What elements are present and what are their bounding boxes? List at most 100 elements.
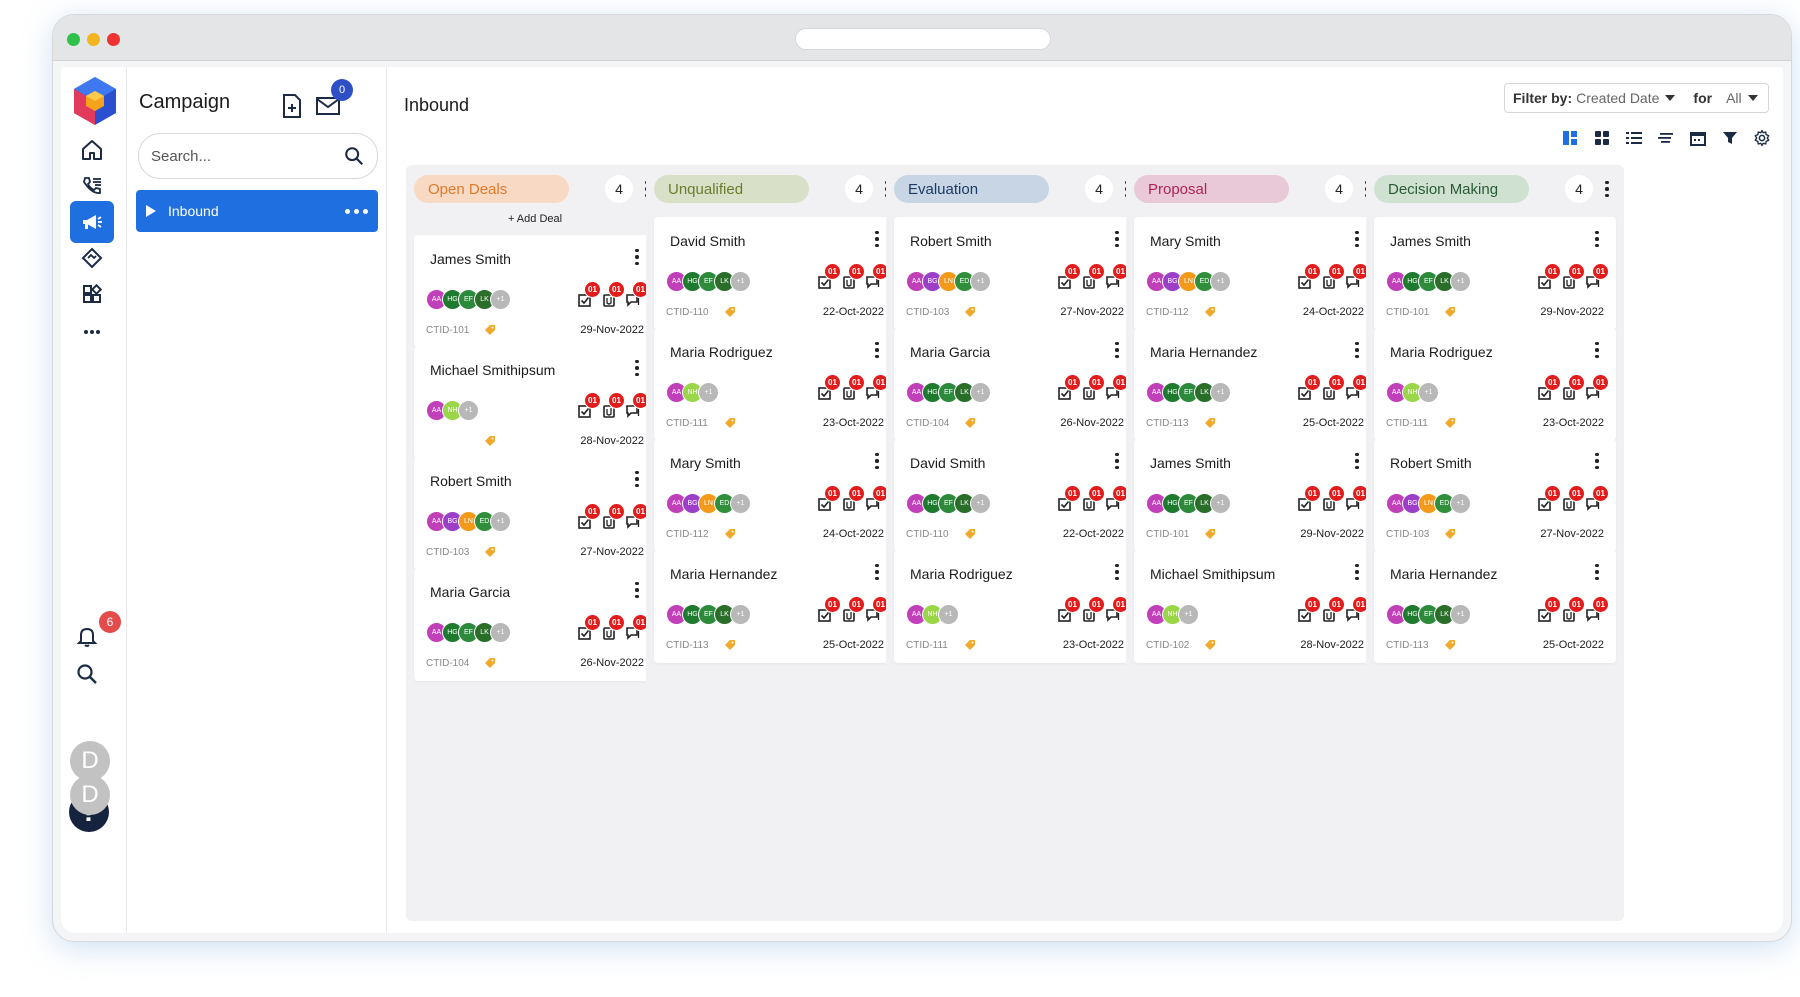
tasks-icon[interactable]: 01 — [1538, 374, 1561, 401]
tag-icon[interactable] — [484, 323, 496, 341]
tasks-icon[interactable]: 01 — [1058, 374, 1081, 401]
card-menu-icon[interactable] — [630, 247, 644, 267]
tasks-icon[interactable]: 01 — [578, 614, 601, 641]
more-options-icon[interactable] — [345, 208, 368, 214]
deal-card[interactable]: Robert Smith AA BG LN ED +1 01 01 01 CTID-103 27-N… — [414, 457, 656, 570]
card-menu-icon[interactable] — [1590, 562, 1604, 582]
tag-icon[interactable] — [1444, 527, 1456, 545]
comments-icon[interactable]: 01 — [1106, 596, 1129, 623]
deal-card[interactable]: James Smith AA HG EF LK +1 01 01 01 CTID-101 29-No… — [1134, 439, 1376, 552]
tag-icon[interactable] — [964, 305, 976, 323]
deal-card[interactable]: Maria Rodriguez AA NH +1 01 01 01 CTID-111 23-Oc… — [1374, 328, 1616, 441]
tag-icon[interactable] — [484, 656, 496, 674]
tasks-icon[interactable]: 01 — [578, 281, 601, 308]
attachments-icon[interactable]: 01 — [1322, 596, 1345, 623]
card-menu-icon[interactable] — [630, 358, 644, 378]
card-menu-icon[interactable] — [1110, 451, 1124, 471]
tasks-icon[interactable]: 01 — [1298, 374, 1321, 401]
filter-dropdown[interactable]: Filter by: Created Date for All — [1504, 83, 1769, 113]
tag-icon[interactable] — [1444, 416, 1456, 434]
comments-icon[interactable]: 01 — [626, 614, 649, 641]
comments-icon[interactable]: 01 — [866, 485, 889, 512]
attachments-icon[interactable]: 01 — [602, 392, 625, 419]
tag-icon[interactable] — [964, 527, 976, 545]
comments-icon[interactable]: 01 — [1346, 263, 1369, 290]
comments-icon[interactable]: 01 — [626, 392, 649, 419]
comments-icon[interactable]: 01 — [1586, 263, 1609, 290]
attachments-icon[interactable]: 01 — [1082, 485, 1105, 512]
comments-icon[interactable]: 01 — [1346, 485, 1369, 512]
tasks-icon[interactable]: 01 — [1298, 263, 1321, 290]
attachments-icon[interactable]: 01 — [1082, 374, 1105, 401]
card-menu-icon[interactable] — [1110, 340, 1124, 360]
attachments-icon[interactable]: 01 — [1322, 374, 1345, 401]
tag-icon[interactable] — [964, 638, 976, 656]
address-bar[interactable] — [795, 28, 1051, 50]
comments-icon[interactable]: 01 — [626, 503, 649, 530]
global-search-button[interactable] — [65, 653, 109, 695]
card-menu-icon[interactable] — [1590, 451, 1604, 471]
card-menu-icon[interactable] — [1350, 451, 1364, 471]
comments-icon[interactable]: 01 — [1106, 485, 1129, 512]
attachments-icon[interactable]: 01 — [842, 485, 865, 512]
deal-card[interactable]: Maria Garcia AA HG EF LK +1 01 01 01 CTID-104 26-N… — [414, 568, 656, 681]
comments-icon[interactable]: 01 — [1346, 374, 1369, 401]
card-menu-icon[interactable] — [1590, 229, 1604, 249]
deal-card[interactable]: Robert Smith AA BG LN ED +1 01 01 01 CTID-103 27-N… — [1374, 439, 1616, 552]
tasks-icon[interactable]: 01 — [1538, 485, 1561, 512]
user-avatar-2[interactable]: D — [70, 775, 110, 815]
deal-card[interactable]: James Smith AA HG EF LK +1 01 01 01 CTID-101 29-No… — [414, 235, 656, 348]
attachments-icon[interactable]: 01 — [602, 614, 625, 641]
search-input[interactable] — [151, 134, 331, 178]
add-deal-button[interactable]: + Add Deal — [507, 213, 563, 225]
deal-card[interactable]: Maria Hernandez AA HG EF LK +1 01 01 01 CTID-113 2… — [654, 550, 896, 663]
window-maximize-button[interactable] — [67, 33, 80, 46]
column-menu-icon[interactable] — [1600, 179, 1614, 199]
deal-card[interactable]: Maria Hernandez AA HG EF LK +1 01 01 01 CTID-113 2… — [1134, 328, 1376, 441]
tasks-icon[interactable]: 01 — [818, 596, 841, 623]
settings-gear-icon[interactable] — [1751, 127, 1773, 149]
user-avatar-1[interactable]: D — [70, 741, 110, 781]
card-menu-icon[interactable] — [1110, 562, 1124, 582]
attachments-icon[interactable]: 01 — [1082, 263, 1105, 290]
deal-card[interactable]: Maria Hernandez AA HG EF LK +1 01 01 01 CTID-113 2… — [1374, 550, 1616, 663]
list-view-icon[interactable] — [1623, 127, 1645, 149]
deal-card[interactable]: Mary Smith AA BG LN ED +1 01 01 01 CTID-112 24-Oct… — [1134, 217, 1376, 330]
card-menu-icon[interactable] — [870, 340, 884, 360]
tasks-icon[interactable]: 01 — [578, 503, 601, 530]
tag-icon[interactable] — [1444, 305, 1456, 323]
attachments-icon[interactable]: 01 — [1322, 485, 1345, 512]
kanban-view-icon[interactable] — [1559, 127, 1581, 149]
deals-nav-button[interactable] — [70, 237, 114, 279]
attachments-icon[interactable]: 01 — [1082, 596, 1105, 623]
attachments-icon[interactable]: 01 — [1562, 374, 1585, 401]
tag-icon[interactable] — [724, 638, 736, 656]
deal-card[interactable]: Mary Smith AA BG LN ED +1 01 01 01 CTID-112 24-Oct… — [654, 439, 896, 552]
card-menu-icon[interactable] — [630, 580, 644, 600]
window-minimize-button[interactable] — [87, 33, 100, 46]
tasks-icon[interactable]: 01 — [818, 374, 841, 401]
tasks-icon[interactable]: 01 — [1298, 596, 1321, 623]
more-nav-button[interactable] — [70, 311, 114, 353]
deal-card[interactable]: Michael Smithipsum AA NH +1 01 01 01 CTID-102 28… — [1134, 550, 1376, 663]
card-menu-icon[interactable] — [630, 469, 644, 489]
card-menu-icon[interactable] — [870, 229, 884, 249]
comments-icon[interactable]: 01 — [1586, 485, 1609, 512]
tasks-icon[interactable]: 01 — [1058, 596, 1081, 623]
attachments-icon[interactable]: 01 — [842, 263, 865, 290]
comments-icon[interactable]: 01 — [866, 374, 889, 401]
window-close-button[interactable] — [107, 33, 120, 46]
tasks-icon[interactable]: 01 — [818, 263, 841, 290]
deal-card[interactable]: Maria Rodriguez AA NH +1 01 01 01 CTID-111 23-Oc… — [654, 328, 896, 441]
attachments-icon[interactable]: 01 — [1562, 485, 1585, 512]
comments-icon[interactable]: 01 — [866, 596, 889, 623]
new-document-button[interactable] — [277, 91, 307, 121]
tasks-icon[interactable]: 01 — [1538, 596, 1561, 623]
deal-card[interactable]: James Smith AA HG EF LK +1 01 01 01 CTID-101 29-No… — [1374, 217, 1616, 330]
apps-nav-button[interactable] — [70, 273, 114, 315]
deal-card[interactable]: Maria Garcia AA HG EF LK +1 01 01 01 CTID-104 26-N… — [894, 328, 1136, 441]
tag-icon[interactable] — [724, 305, 736, 323]
notifications-button[interactable]: 6 — [65, 611, 121, 657]
card-menu-icon[interactable] — [1350, 562, 1364, 582]
tag-icon[interactable] — [1204, 305, 1216, 323]
